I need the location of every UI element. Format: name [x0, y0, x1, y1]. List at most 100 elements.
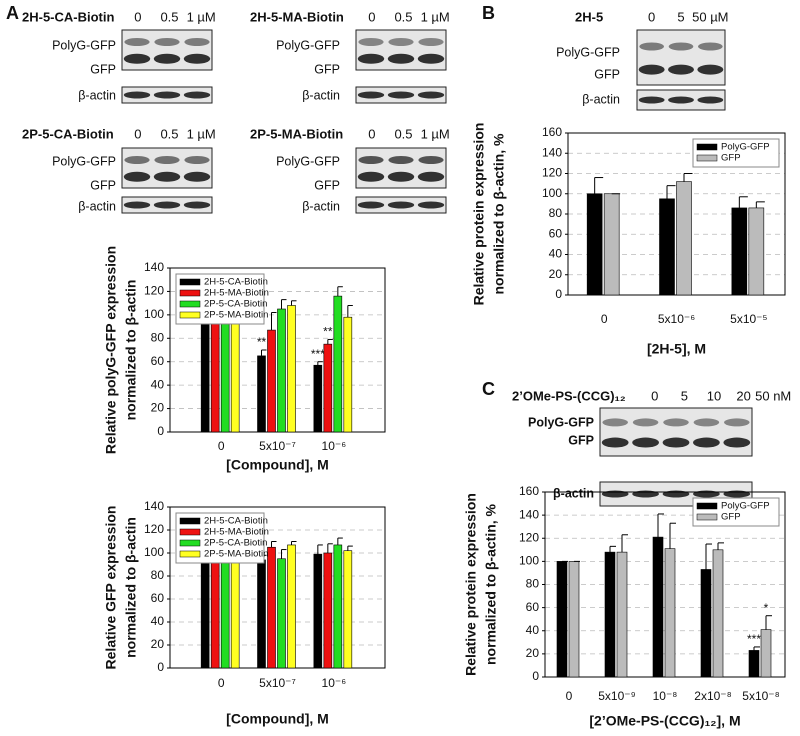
y-tick-label: 80	[151, 330, 165, 344]
x-tick-label: 0	[218, 676, 225, 690]
y-tick-label: 60	[151, 354, 165, 368]
blot-band	[388, 156, 414, 164]
legend-swatch	[179, 528, 201, 536]
bar	[200, 314, 210, 433]
panel-label: C	[482, 379, 495, 399]
dose-label: 0	[651, 388, 658, 403]
y-tick-label: 60	[151, 591, 165, 605]
legend-swatch	[179, 278, 201, 286]
blot-row-label: PolyG-GFP	[52, 154, 116, 168]
x-axis-label: [2H-5], M	[647, 341, 706, 357]
y-axis-label: Relative protein expression	[471, 123, 487, 306]
blot-band	[387, 171, 415, 182]
y-axis-label: Relative GFP expression	[103, 506, 119, 670]
blot-band	[724, 418, 750, 427]
x-tick-label: 0	[218, 439, 225, 453]
y-tick-label: 0	[157, 660, 164, 674]
significance: **	[323, 325, 333, 339]
blot-band	[184, 156, 210, 164]
y-tick-label: 20	[549, 267, 563, 281]
legend-swatch	[179, 289, 201, 297]
x-axis-label: [Compound], M	[226, 457, 329, 473]
bar	[220, 552, 230, 669]
dose-label: 0.5	[394, 126, 412, 141]
bar	[616, 551, 628, 678]
legend-swatch	[179, 539, 201, 547]
blot-frame	[355, 147, 447, 189]
blot-band	[357, 53, 385, 64]
y-tick-label: 60	[526, 600, 540, 614]
y-tick-label: 0	[555, 287, 562, 301]
dose-label: 5	[681, 388, 688, 403]
bar	[676, 181, 692, 296]
blot-row-label: PolyG-GFP	[276, 154, 340, 168]
y-tick-label: 140	[542, 145, 562, 159]
blot-band	[183, 91, 211, 99]
x-tick-label: 5x10⁻⁵	[730, 312, 767, 326]
blot-band	[154, 156, 180, 164]
legend-label: 2P-5-CA-Biotin	[204, 299, 267, 310]
y-tick-label: 60	[549, 226, 563, 240]
blot-band	[417, 91, 445, 99]
bar	[333, 544, 343, 669]
dose-label: 1 µM	[187, 9, 216, 24]
blot-row-label: β-actin	[78, 88, 116, 102]
legend-label: PolyG-GFP	[721, 501, 770, 512]
dose-label: 0	[134, 9, 141, 24]
legend-label: 2P-5-MA-Biotin	[204, 549, 268, 560]
blot-band	[153, 53, 181, 64]
y-axis-label: Relative protein expression	[463, 493, 479, 676]
blot-band	[417, 201, 445, 209]
bar	[664, 548, 676, 678]
dose-label: 0	[368, 9, 375, 24]
blot-band	[668, 64, 694, 75]
bar	[568, 561, 580, 678]
blot-band	[154, 38, 180, 46]
bar	[230, 314, 240, 433]
legend-box	[692, 138, 780, 168]
blot-row-label: GFP	[568, 433, 594, 447]
blot-band	[693, 437, 720, 448]
legend-label: GFP	[721, 153, 741, 164]
legend-swatch	[696, 513, 718, 521]
bar	[220, 314, 230, 433]
legend-swatch	[696, 154, 718, 162]
blot-band	[387, 91, 415, 99]
blot-title: 2’OMe-PS-(CCG)₁₂	[512, 388, 626, 403]
blot-title: 2H-5-CA-Biotin	[22, 9, 114, 24]
dose-label: 1 µM	[421, 126, 450, 141]
blot-frame	[355, 29, 447, 71]
blot-band	[184, 38, 210, 46]
blot-band	[123, 53, 151, 64]
blot-band	[123, 171, 151, 182]
blot-frame	[636, 29, 726, 86]
blot-band	[417, 171, 445, 182]
blot-band	[357, 201, 385, 209]
y-axis-label: Relative polyG-GFP expression	[103, 246, 119, 454]
y-tick-label: 140	[519, 507, 539, 521]
dose-label: 1 µM	[421, 9, 450, 24]
blot-band	[387, 201, 415, 209]
blot-band	[358, 156, 384, 164]
blot-band	[639, 42, 664, 51]
blot-row-label: PolyG-GFP	[556, 45, 620, 59]
blot-band	[668, 42, 694, 51]
y-tick-label: 120	[144, 522, 164, 536]
y-tick-label: 120	[542, 166, 562, 180]
y-tick-label: 40	[549, 247, 563, 261]
bar	[343, 316, 353, 433]
legend-label: 2H-5-MA-Biotin	[204, 288, 269, 299]
blot-title: 2H-5	[575, 9, 603, 24]
blot-band	[638, 96, 665, 104]
legend-swatch	[179, 300, 201, 308]
blot-row-label: GFP	[90, 178, 116, 192]
blot-band	[638, 64, 665, 75]
legend-swatch	[179, 517, 201, 525]
y-axis-label: normalized to β-actin	[123, 280, 139, 421]
bar	[200, 552, 210, 669]
blot-band	[153, 171, 181, 182]
x-tick-label: 5x10⁻⁷	[259, 676, 296, 690]
x-tick-label: 0	[601, 312, 608, 326]
blot-row-label: β-actin	[582, 92, 620, 106]
